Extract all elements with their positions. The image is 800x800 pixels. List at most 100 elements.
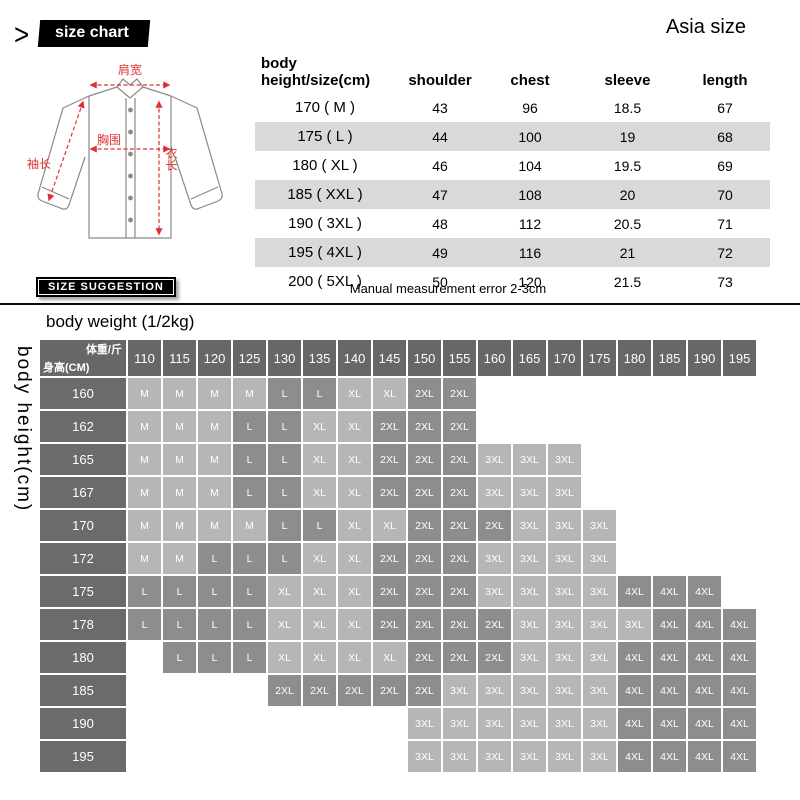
- height-row-header: 167: [40, 477, 126, 508]
- size-value-cell: 20.5: [613, 215, 642, 232]
- recommended-size-cell: 4XL: [618, 576, 651, 607]
- recommended-size-cell: 4XL: [723, 642, 756, 673]
- recommended-size-cell: M: [198, 477, 231, 508]
- recommended-size-cell: [128, 642, 161, 673]
- recommended-size-cell: 4XL: [723, 675, 756, 706]
- size-value-cell: 43: [432, 99, 448, 116]
- recommended-size-cell: 3XL: [478, 708, 511, 739]
- size-table-row: 170 ( M ) 43 96 18.5 67: [255, 93, 770, 122]
- recommended-size-cell: M: [198, 411, 231, 442]
- weight-column-header: 125: [233, 340, 266, 376]
- size-row-label: 180 ( XL ): [292, 157, 358, 174]
- size-table-row: 185 ( XXL ) 47 108 20 70: [255, 180, 770, 209]
- recommended-size-cell: L: [233, 444, 266, 475]
- recommended-size-cell: 3XL: [583, 576, 616, 607]
- corner-weight-label: 体重/斤: [85, 344, 122, 356]
- recommended-size-cell: XL: [338, 378, 371, 409]
- recommended-size-cell: XL: [338, 510, 371, 541]
- height-row-header: 175: [40, 576, 126, 607]
- recommended-size-cell: L: [268, 510, 301, 541]
- recommended-size-cell: [163, 675, 196, 706]
- recommended-size-cell: L: [163, 576, 196, 607]
- recommended-size-cell: L: [198, 543, 231, 574]
- recommended-size-cell: 2XL: [443, 411, 476, 442]
- recommended-size-cell: 3XL: [443, 675, 476, 706]
- recommended-size-cell: L: [268, 444, 301, 475]
- height-row-header: 178: [40, 609, 126, 640]
- recommended-size-cell: 2XL: [478, 642, 511, 673]
- recommended-size-cell: 2XL: [303, 675, 336, 706]
- recommended-size-cell: 3XL: [478, 675, 511, 706]
- recommended-size-cell: M: [128, 444, 161, 475]
- recommended-size-cell: 3XL: [548, 576, 581, 607]
- size-value-cell: 70: [717, 186, 733, 203]
- recommended-size-cell: 3XL: [513, 675, 546, 706]
- height-row-header: 185: [40, 675, 126, 706]
- recommended-size-cell: 2XL: [408, 642, 441, 673]
- recommended-size-cell: XL: [338, 642, 371, 673]
- recommended-size-cell: 2XL: [443, 609, 476, 640]
- recommended-size-cell: [653, 477, 686, 508]
- recommended-size-cell: L: [268, 411, 301, 442]
- recommended-size-cell: XL: [268, 609, 301, 640]
- sleeve-arrow: [47, 100, 85, 202]
- recommended-size-cell: 3XL: [513, 708, 546, 739]
- size-value-cell: 116: [518, 244, 542, 261]
- matrix-row: 172 M M L L L XL XL 2XL 2XL 2XL 3XL 3XL 3XL 3XL: [40, 543, 756, 574]
- matrix-header-row: 体重/斤 身高(CM) 110 115 120 125 130 135 140 145 150 155…: [40, 340, 756, 376]
- recommended-size-cell: [583, 477, 616, 508]
- recommended-size-cell: 2XL: [443, 477, 476, 508]
- recommended-size-cell: [688, 543, 721, 574]
- recommended-size-cell: 3XL: [513, 444, 546, 475]
- recommended-size-cell: [303, 741, 336, 772]
- recommended-size-cell: XL: [303, 411, 336, 442]
- recommended-size-cell: 3XL: [548, 477, 581, 508]
- recommended-size-cell: M: [163, 411, 196, 442]
- recommended-size-cell: 3XL: [513, 741, 546, 772]
- recommended-size-cell: [723, 411, 756, 442]
- recommended-size-cell: 3XL: [548, 642, 581, 673]
- size-table-header-main: body height/size(cm): [255, 52, 395, 93]
- recommended-size-cell: [478, 378, 511, 409]
- shirt-measurement-diagram: 肩宽 胸围 衣长 袖长: [27, 62, 223, 239]
- corner-height-label: 身高(CM): [43, 362, 90, 374]
- recommended-size-cell: 4XL: [688, 576, 721, 607]
- recommended-size-cell: [373, 708, 406, 739]
- col-header-length: length: [702, 72, 748, 89]
- matrix-row: 190 3XL 3XL 3XL 3XL 3XL 3XL 4XL 4XL 4XL 4XL: [40, 708, 756, 739]
- weight-column-header: 150: [408, 340, 441, 376]
- size-table: body height/size(cm) shoulder chest slee…: [255, 52, 770, 296]
- height-row-header: 172: [40, 543, 126, 574]
- size-value-cell: 50: [432, 273, 448, 290]
- size-row-label: 200 ( 5XL ): [288, 273, 362, 290]
- recommended-size-cell: 4XL: [723, 708, 756, 739]
- recommended-size-cell: M: [128, 378, 161, 409]
- recommended-size-cell: [688, 378, 721, 409]
- recommended-size-cell: 4XL: [723, 609, 756, 640]
- recommended-size-cell: L: [268, 477, 301, 508]
- weight-column-header: 175: [583, 340, 616, 376]
- recommended-size-cell: [688, 510, 721, 541]
- recommended-size-cell: M: [128, 510, 161, 541]
- recommended-size-cell: 4XL: [653, 708, 686, 739]
- recommended-size-cell: 4XL: [688, 741, 721, 772]
- size-value-cell: 21: [619, 244, 636, 261]
- measurement-arrows: [47, 81, 171, 236]
- section-divider: [0, 303, 800, 305]
- recommended-size-cell: L: [233, 642, 266, 673]
- recommended-size-cell: M: [163, 543, 196, 574]
- weight-column-header: 155: [443, 340, 476, 376]
- recommended-size-cell: 2XL: [373, 477, 406, 508]
- recommended-size-cell: [653, 543, 686, 574]
- recommended-size-cell: 3XL: [548, 675, 581, 706]
- col-header-sleeve: sleeve: [604, 72, 651, 89]
- size-value-cell: 73: [717, 273, 733, 290]
- shoulder-width-label: 肩宽: [118, 62, 142, 77]
- recommended-size-cell: 2XL: [478, 510, 511, 541]
- col-header-shoulder: shoulder: [408, 72, 472, 89]
- recommended-size-cell: L: [233, 609, 266, 640]
- height-row-header: 195: [40, 741, 126, 772]
- recommended-size-cell: [548, 378, 581, 409]
- recommended-size-cell: XL: [303, 609, 336, 640]
- recommended-size-cell: [618, 444, 651, 475]
